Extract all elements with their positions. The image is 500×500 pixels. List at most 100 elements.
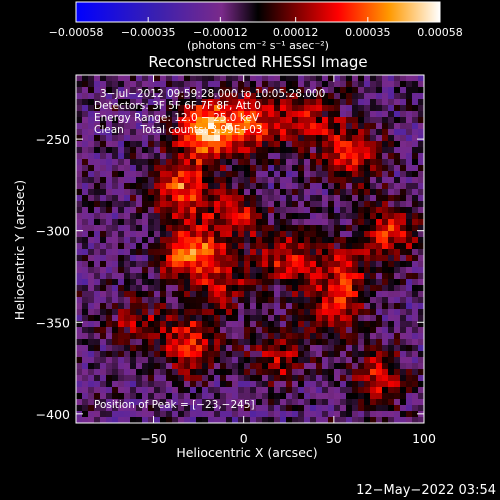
- heatmap-cell: [394, 243, 401, 250]
- heatmap-cell: [304, 129, 311, 136]
- heatmap-cell: [418, 393, 425, 400]
- heatmap-cell: [310, 321, 317, 328]
- heatmap-cell: [328, 87, 335, 94]
- heatmap-cell: [136, 357, 143, 364]
- heatmap-cell: [352, 309, 359, 316]
- heatmap-cell: [160, 327, 167, 334]
- heatmap-cell: [88, 309, 95, 316]
- heatmap-cell: [310, 291, 317, 298]
- heatmap-cell: [310, 285, 317, 292]
- heatmap-cell: [232, 345, 239, 352]
- heatmap-cell: [76, 165, 83, 172]
- heatmap-cell: [364, 183, 371, 190]
- heatmap-cell: [406, 333, 413, 340]
- heatmap-cell: [136, 411, 143, 418]
- heatmap-cell: [304, 159, 311, 166]
- heatmap-cell: [346, 255, 353, 262]
- heatmap-cell: [262, 393, 269, 400]
- heatmap-cell: [160, 129, 167, 136]
- heatmap-cell: [154, 291, 161, 298]
- heatmap-cell: [370, 249, 377, 256]
- heatmap-cell: [106, 351, 113, 358]
- heatmap-cell: [220, 255, 227, 262]
- heatmap-cell: [382, 357, 389, 364]
- heatmap-cell: [118, 147, 125, 154]
- heatmap-cell: [142, 249, 149, 256]
- heatmap-cell: [334, 213, 341, 220]
- heatmap-cell: [304, 327, 311, 334]
- heatmap-cell: [256, 189, 263, 196]
- heatmap-cell: [418, 81, 425, 88]
- heatmap-cell: [244, 129, 251, 136]
- heatmap-cell: [226, 93, 233, 100]
- heatmap-cell: [214, 111, 221, 118]
- heatmap-cell: [202, 81, 209, 88]
- heatmap-cell: [136, 141, 143, 148]
- heatmap-cell: [94, 303, 101, 310]
- heatmap-cell: [400, 117, 407, 124]
- heatmap-cell: [112, 267, 119, 274]
- heatmap-cell: [406, 387, 413, 394]
- heatmap-cell: [400, 201, 407, 208]
- heatmap-cell: [406, 375, 413, 382]
- heatmap-cell: [118, 399, 125, 406]
- heatmap-cell: [358, 309, 365, 316]
- y-tick-label: −400: [36, 407, 70, 422]
- heatmap-cell: [88, 411, 95, 418]
- heatmap-cell: [400, 93, 407, 100]
- heatmap-cell: [250, 123, 257, 130]
- heatmap-cell: [334, 375, 341, 382]
- heatmap-cell: [298, 183, 305, 190]
- heatmap-cell: [100, 327, 107, 334]
- heatmap-cell: [214, 207, 221, 214]
- heatmap-cell: [292, 261, 299, 268]
- heatmap-cell: [208, 147, 215, 154]
- heatmap-cell: [148, 381, 155, 388]
- heatmap-cell: [124, 327, 131, 334]
- heatmap-cell: [268, 393, 275, 400]
- heatmap-cell: [142, 339, 149, 346]
- heatmap-cell: [118, 363, 125, 370]
- heatmap-cell: [304, 153, 311, 160]
- heatmap-cell: [106, 81, 113, 88]
- heatmap-cell: [268, 237, 275, 244]
- heatmap-cell: [310, 315, 317, 322]
- heatmap-cell: [340, 237, 347, 244]
- heatmap-cell: [304, 111, 311, 118]
- heatmap-cell: [100, 207, 107, 214]
- heatmap-cell: [304, 243, 311, 250]
- heatmap-cell: [202, 417, 209, 424]
- heatmap-cell: [418, 399, 425, 406]
- heatmap-cell: [148, 219, 155, 226]
- heatmap-cell: [370, 285, 377, 292]
- heatmap-cell: [172, 141, 179, 148]
- heatmap-cell: [178, 135, 185, 142]
- heatmap-cell: [316, 171, 323, 178]
- heatmap-cell: [94, 243, 101, 250]
- heatmap-cell: [184, 375, 191, 382]
- heatmap-cell: [220, 309, 227, 316]
- heatmap-cell: [328, 399, 335, 406]
- heatmap-cell: [166, 399, 173, 406]
- heatmap-cell: [214, 297, 221, 304]
- heatmap-cell: [106, 111, 113, 118]
- heatmap-cell: [298, 123, 305, 130]
- heatmap-cell: [94, 375, 101, 382]
- heatmap-cell: [100, 417, 107, 424]
- heatmap-cell: [76, 117, 83, 124]
- heatmap-cell: [334, 165, 341, 172]
- heatmap-cell: [118, 243, 125, 250]
- heatmap-cell: [172, 279, 179, 286]
- heatmap-cell: [286, 81, 293, 88]
- heatmap-cell: [316, 393, 323, 400]
- heatmap-cell: [232, 153, 239, 160]
- heatmap-cell: [304, 363, 311, 370]
- heatmap-cell: [190, 249, 197, 256]
- heatmap-cell: [124, 195, 131, 202]
- heatmap-cell: [352, 165, 359, 172]
- heatmap-cell: [76, 105, 83, 112]
- heatmap-cell: [322, 237, 329, 244]
- heatmap-cell: [214, 177, 221, 184]
- heatmap-cell: [154, 159, 161, 166]
- heatmap-cell: [184, 267, 191, 274]
